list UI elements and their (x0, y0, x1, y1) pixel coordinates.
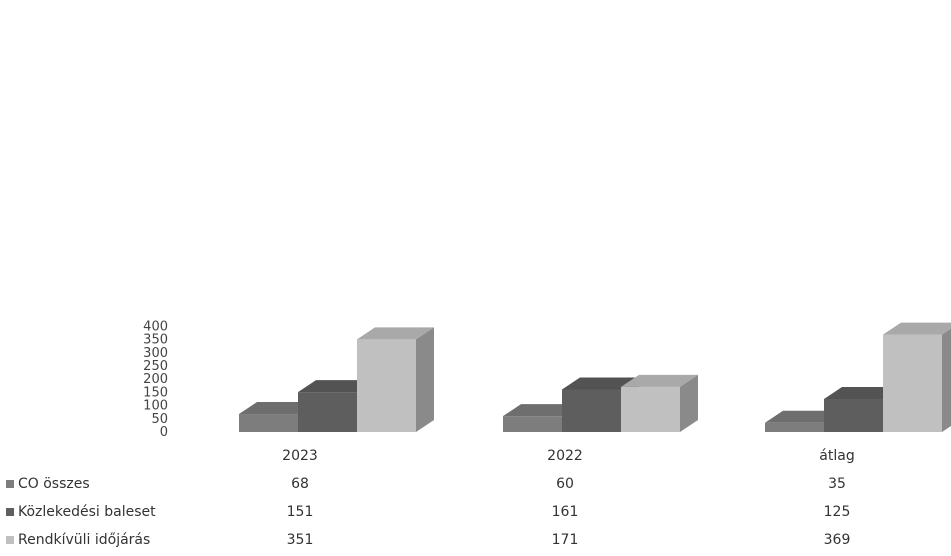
legend-entry: Rendkívüli időjárás (6, 532, 150, 548)
bar-side (680, 374, 698, 432)
series-name: Közlekedési baleset (18, 504, 156, 520)
series-name: CO összes (18, 476, 90, 492)
legend-entry: CO összes (6, 476, 90, 492)
bar-front (765, 422, 824, 432)
bar-front (883, 334, 942, 432)
value-cell: 60 (556, 476, 574, 492)
bar-top (883, 322, 951, 335)
y-tick-label: 0 (160, 425, 168, 440)
legend-swatch (6, 480, 14, 488)
bar-front (239, 414, 298, 432)
bar (621, 374, 698, 432)
bar-front (562, 389, 621, 432)
bar-side (942, 328, 951, 432)
value-cell: 171 (551, 532, 579, 548)
table-row: CO összes 68 60 35 (0, 476, 951, 500)
value-cell: 68 (291, 476, 309, 492)
y-tick-label: 250 (143, 359, 168, 374)
bar-top (357, 327, 434, 340)
value-cell: 369 (823, 532, 851, 548)
value-cell: 35 (828, 476, 846, 492)
bar-front (357, 339, 416, 432)
y-tick-label: 200 (143, 372, 168, 387)
category-row: 2023 2022 átlag (0, 448, 951, 472)
bar-top (562, 377, 639, 390)
bar-top (298, 380, 375, 393)
bar-front (503, 416, 562, 432)
bar-front (298, 392, 357, 432)
bar-top (824, 387, 901, 399)
value-cell: 125 (823, 504, 851, 520)
bar-top (503, 404, 580, 417)
table-row: Közlekedési baleset 151 161 125 (0, 504, 951, 528)
category-label: átlag (819, 448, 855, 464)
bar-top (765, 410, 842, 423)
table-row: Rendkívüli időjárás 351 171 369 (0, 532, 951, 556)
bars (239, 322, 951, 432)
bar (883, 322, 951, 432)
legend-swatch (6, 508, 14, 516)
value-cell: 351 (286, 532, 314, 548)
category-label: 2023 (282, 448, 318, 464)
bar (357, 327, 434, 432)
y-tick-label: 150 (143, 385, 168, 400)
bar-side (416, 327, 434, 432)
series-name: Rendkívüli időjárás (18, 532, 151, 548)
value-cell: 161 (551, 504, 579, 520)
y-tick-label: 300 (143, 346, 168, 361)
y-tick-label: 350 (143, 333, 168, 348)
y-tick-label: 50 (151, 412, 168, 427)
value-cell: 151 (286, 504, 314, 520)
bar-front (621, 386, 680, 432)
bar-top (239, 402, 316, 415)
legend-swatch (6, 536, 14, 544)
y-tick-label: 100 (143, 399, 168, 414)
bar-front (824, 399, 883, 432)
bar-top (621, 374, 698, 387)
category-label: 2022 (547, 448, 583, 464)
legend-entry: Közlekedési baleset (6, 504, 156, 520)
y-tick-label: 400 (143, 319, 168, 334)
